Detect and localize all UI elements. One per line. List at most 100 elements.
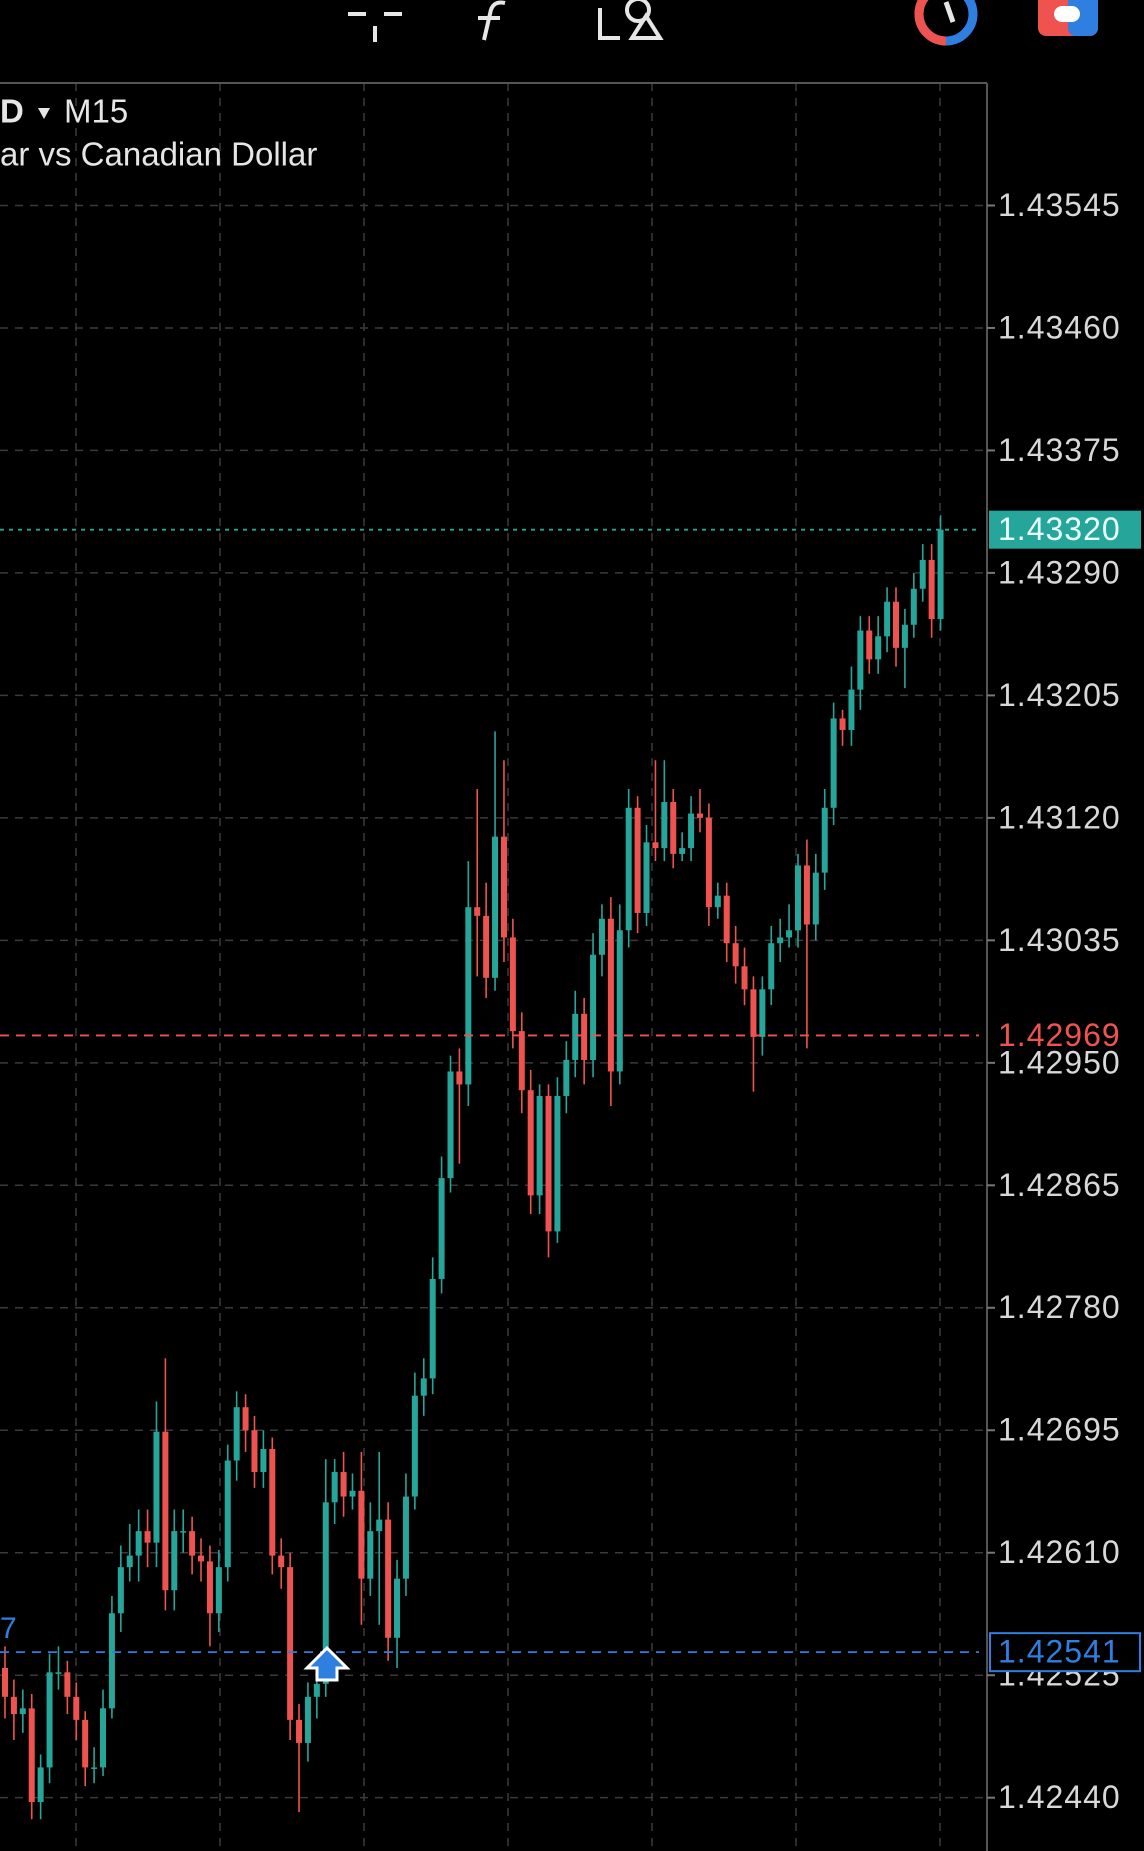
candle-body [670, 802, 677, 854]
candle-body [759, 989, 766, 1037]
candle-body [304, 1696, 311, 1743]
candle-body [162, 1431, 169, 1591]
candle-body [812, 872, 819, 925]
candle-body [456, 1071, 463, 1085]
timeframe-icon[interactable] [914, 0, 978, 46]
candle-body [251, 1430, 258, 1473]
candle-body [625, 807, 632, 931]
y-tick-label: 1.43035 [998, 922, 1121, 958]
candle-body [73, 1696, 80, 1720]
candle-body [19, 1708, 26, 1715]
candle-body [492, 836, 499, 978]
candle-body [696, 813, 703, 818]
order-label: 7 [0, 1612, 17, 1645]
trade-icon[interactable] [1038, 0, 1098, 36]
candle-body [144, 1531, 151, 1543]
price-lines [0, 528, 979, 1654]
candle-body [616, 930, 623, 1072]
candle-body [287, 1567, 294, 1720]
candle-body [331, 1472, 338, 1503]
symbol[interactable]: D [0, 93, 24, 130]
y-tick-label: 1.43290 [998, 554, 1121, 590]
candle-body [117, 1567, 124, 1614]
objects-tool[interactable] [598, 0, 664, 40]
candle-body [100, 1708, 107, 1768]
candle-body [322, 1502, 329, 1684]
y-tick-label: 1.43205 [998, 677, 1121, 713]
candle-body [750, 989, 757, 1037]
candle-body [500, 836, 507, 938]
timeframe[interactable]: M15 [64, 93, 128, 130]
candle-body [376, 1519, 383, 1532]
candle-body [794, 865, 801, 931]
candle-body [563, 1059, 570, 1096]
y-tick-label: 1.42440 [998, 1779, 1121, 1815]
candle-body [402, 1496, 409, 1579]
price-labels: 1.43320 1.42969 1.42541 [989, 510, 1141, 1673]
candle-body [901, 624, 908, 648]
candle-body [233, 1407, 240, 1461]
candle-body [367, 1531, 374, 1579]
candle-body [108, 1613, 115, 1709]
candle-body [411, 1395, 418, 1497]
candle-body [536, 1095, 543, 1196]
candle-body [679, 848, 686, 854]
y-tick-label: 1.42950 [998, 1044, 1121, 1080]
symbol-dropdown[interactable] [38, 108, 50, 119]
y-tick-label: 1.42695 [998, 1412, 1121, 1448]
candle-body [28, 1708, 35, 1803]
candle-body [55, 1672, 62, 1674]
y-tick-label: 1.43375 [998, 432, 1121, 468]
candle-body [296, 1719, 303, 1743]
candle-body [394, 1578, 401, 1638]
y-tick-label: 1.43120 [998, 799, 1121, 835]
candle-body [46, 1672, 53, 1768]
candle-body [64, 1672, 71, 1697]
candle-body [10, 1696, 17, 1715]
candle-body [839, 718, 846, 730]
candle-body [465, 907, 472, 1085]
candle-body [848, 689, 855, 730]
candle-body [349, 1490, 356, 1497]
candle-body [260, 1448, 267, 1473]
candle-body [126, 1555, 133, 1568]
candle-body [215, 1567, 222, 1614]
candle-body [732, 943, 739, 967]
candle-body [37, 1767, 44, 1803]
candle-body [884, 601, 891, 637]
candle-body [447, 1071, 454, 1179]
candle-body [180, 1531, 187, 1533]
buy-arrow [303, 1645, 351, 1682]
candle-body [598, 918, 605, 955]
candle-body [358, 1490, 365, 1579]
crosshair-tool[interactable] [348, 12, 402, 42]
candle-body [705, 817, 712, 908]
candle-body [189, 1531, 196, 1556]
toolbar [348, 0, 664, 42]
candle-body [786, 930, 793, 938]
candle-body [572, 1013, 579, 1060]
indicator-tool[interactable] [478, 0, 506, 41]
candle-body [242, 1407, 249, 1431]
candle-body [937, 529, 944, 620]
y-tick-label: 1.42865 [998, 1167, 1121, 1203]
candle-body [340, 1472, 347, 1497]
candle-body [688, 813, 695, 849]
candle-body [857, 630, 864, 690]
candle-body [2, 1668, 8, 1697]
candle-body [919, 559, 926, 589]
candle-body [198, 1555, 205, 1562]
candle-body [777, 937, 784, 944]
price-label: 1.42969 [998, 1017, 1121, 1053]
candle-body [875, 636, 882, 660]
candle-body [438, 1178, 445, 1279]
candle-body [527, 1090, 534, 1196]
description: ar vs Canadian Dollar [0, 136, 317, 173]
candle-body [82, 1719, 89, 1768]
candle-body [91, 1767, 98, 1769]
candle-body [581, 1013, 588, 1060]
candle-body [928, 559, 935, 620]
candle-body [590, 954, 597, 1060]
y-tick-label: 1.42610 [998, 1534, 1121, 1570]
